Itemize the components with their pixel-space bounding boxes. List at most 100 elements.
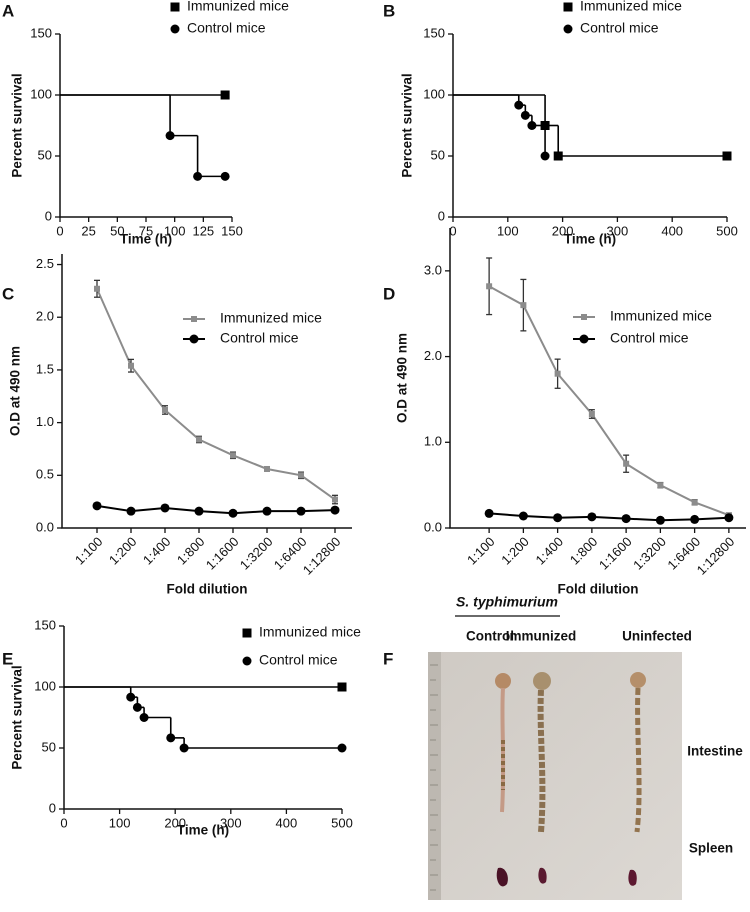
marker bbox=[722, 151, 732, 161]
marker bbox=[553, 151, 563, 161]
panel-letter: F bbox=[383, 649, 393, 668]
chart-panel: D 0.0 1.0 2.0 3.0 O.D at 490 nm Fold dilution 1… bbox=[383, 228, 746, 597]
x-tick-label: 100 bbox=[497, 223, 519, 238]
y-tick-label: 50 bbox=[42, 739, 56, 754]
y-tick-label: 100 bbox=[34, 678, 56, 693]
marker bbox=[160, 503, 170, 513]
x-tick-label: 1:100 bbox=[72, 534, 106, 568]
legend-label: Control mice bbox=[187, 20, 266, 36]
y-tick-label: 150 bbox=[423, 25, 445, 40]
x-tick-label: 200 bbox=[552, 223, 574, 238]
intestine-control bbox=[495, 673, 511, 813]
x-tick-label: 1:200 bbox=[498, 534, 532, 568]
legend-marker bbox=[242, 628, 252, 638]
marker bbox=[132, 702, 142, 712]
x-tick-label: 1:3200 bbox=[237, 534, 276, 573]
y-tick-label: 100 bbox=[30, 86, 52, 101]
row-label: Intestine bbox=[687, 744, 743, 759]
marker bbox=[691, 499, 698, 506]
y-tick-label: 50 bbox=[431, 147, 445, 162]
x-tick-label: 150 bbox=[221, 223, 243, 238]
y-tick-label: 0.0 bbox=[424, 519, 442, 534]
marker bbox=[655, 515, 665, 525]
marker bbox=[298, 472, 304, 479]
axis-line bbox=[452, 34, 727, 218]
group-label: S. typhimurium bbox=[456, 594, 558, 610]
x-tick-label: 200 bbox=[164, 815, 186, 830]
y-axis-title: Percent survival bbox=[10, 665, 25, 769]
marker bbox=[262, 506, 272, 516]
x-axis-title: Time (h) bbox=[177, 823, 229, 838]
marker bbox=[514, 100, 524, 110]
marker bbox=[332, 496, 338, 503]
panel-f: F S. typhimurium Control Immunized Uninf… bbox=[383, 594, 743, 900]
spleen bbox=[628, 869, 637, 886]
x-tick-label: 1:1600 bbox=[203, 534, 242, 573]
x-tick-label: 1:12800 bbox=[300, 534, 344, 578]
y-tick-label: 150 bbox=[30, 25, 52, 40]
panel-letter: C bbox=[2, 284, 14, 303]
y-tick-label: 3.0 bbox=[424, 262, 442, 277]
row-label: Spleen bbox=[689, 841, 733, 856]
chart-panel: E 0 50 100 150 Percent survival Time (h) 0 100 20… bbox=[2, 617, 361, 837]
x-tick-label: 1:3200 bbox=[630, 534, 669, 573]
intestine-uninfected bbox=[630, 672, 646, 833]
x-tick-label: 100 bbox=[164, 223, 186, 238]
marker bbox=[220, 90, 230, 100]
marker bbox=[296, 506, 306, 516]
y-tick-label: 100 bbox=[423, 86, 445, 101]
marker bbox=[166, 733, 176, 743]
marker bbox=[337, 743, 347, 753]
marker bbox=[94, 285, 100, 292]
legend-label: Immunized mice bbox=[259, 624, 361, 640]
marker bbox=[540, 151, 550, 161]
legend-label: Control mice bbox=[259, 652, 338, 668]
marker bbox=[527, 121, 537, 130]
column-label: Uninfected bbox=[622, 629, 692, 644]
legend-marker bbox=[170, 24, 180, 34]
legend-marker bbox=[563, 2, 573, 12]
y-tick-label: 0 bbox=[49, 800, 56, 815]
chart-panel: C 0.0 0.5 1.0 1.5 2.0 2.5 O.D at 490 nm Fold dil… bbox=[2, 254, 352, 597]
x-tick-label: 1:100 bbox=[464, 534, 498, 568]
marker bbox=[126, 692, 136, 702]
marker bbox=[690, 514, 700, 524]
spleen bbox=[538, 867, 547, 884]
legend-label: Control mice bbox=[610, 330, 689, 346]
marker bbox=[220, 171, 230, 181]
marker bbox=[196, 436, 202, 443]
y-tick-label: 50 bbox=[38, 147, 52, 162]
panel-letter: E bbox=[2, 649, 13, 668]
x-axis-title: Time (h) bbox=[120, 232, 172, 247]
legend-label: Immunized mice bbox=[220, 310, 322, 326]
x-tick-label: 300 bbox=[607, 223, 629, 238]
legend-marker bbox=[189, 334, 199, 344]
panel-letter: B bbox=[383, 1, 395, 20]
marker bbox=[553, 513, 563, 523]
x-tick-label: 400 bbox=[661, 223, 683, 238]
marker bbox=[621, 514, 631, 524]
y-tick-label: 2.0 bbox=[36, 309, 54, 324]
y-tick-label: 2.5 bbox=[36, 256, 54, 271]
x-tick-label: 0 bbox=[56, 223, 63, 238]
x-tick-label: 1:12800 bbox=[694, 534, 738, 578]
x-tick-label: 50 bbox=[110, 223, 124, 238]
marker bbox=[139, 713, 149, 722]
axis-line bbox=[59, 34, 232, 218]
x-tick-label: 1:200 bbox=[106, 534, 140, 568]
column-label: Immunized bbox=[506, 629, 577, 644]
marker bbox=[520, 110, 530, 120]
y-tick-label: 0 bbox=[438, 208, 445, 223]
x-tick-label: 0 bbox=[449, 223, 456, 238]
marker bbox=[230, 452, 236, 459]
marker bbox=[657, 482, 664, 489]
marker bbox=[126, 506, 136, 516]
marker bbox=[518, 511, 528, 521]
marker bbox=[179, 743, 189, 753]
marker bbox=[724, 513, 734, 523]
x-tick-label: 25 bbox=[81, 223, 95, 238]
x-tick-label: 125 bbox=[192, 223, 214, 238]
legend-marker bbox=[191, 316, 197, 322]
marker bbox=[554, 370, 561, 377]
marker bbox=[165, 131, 175, 141]
